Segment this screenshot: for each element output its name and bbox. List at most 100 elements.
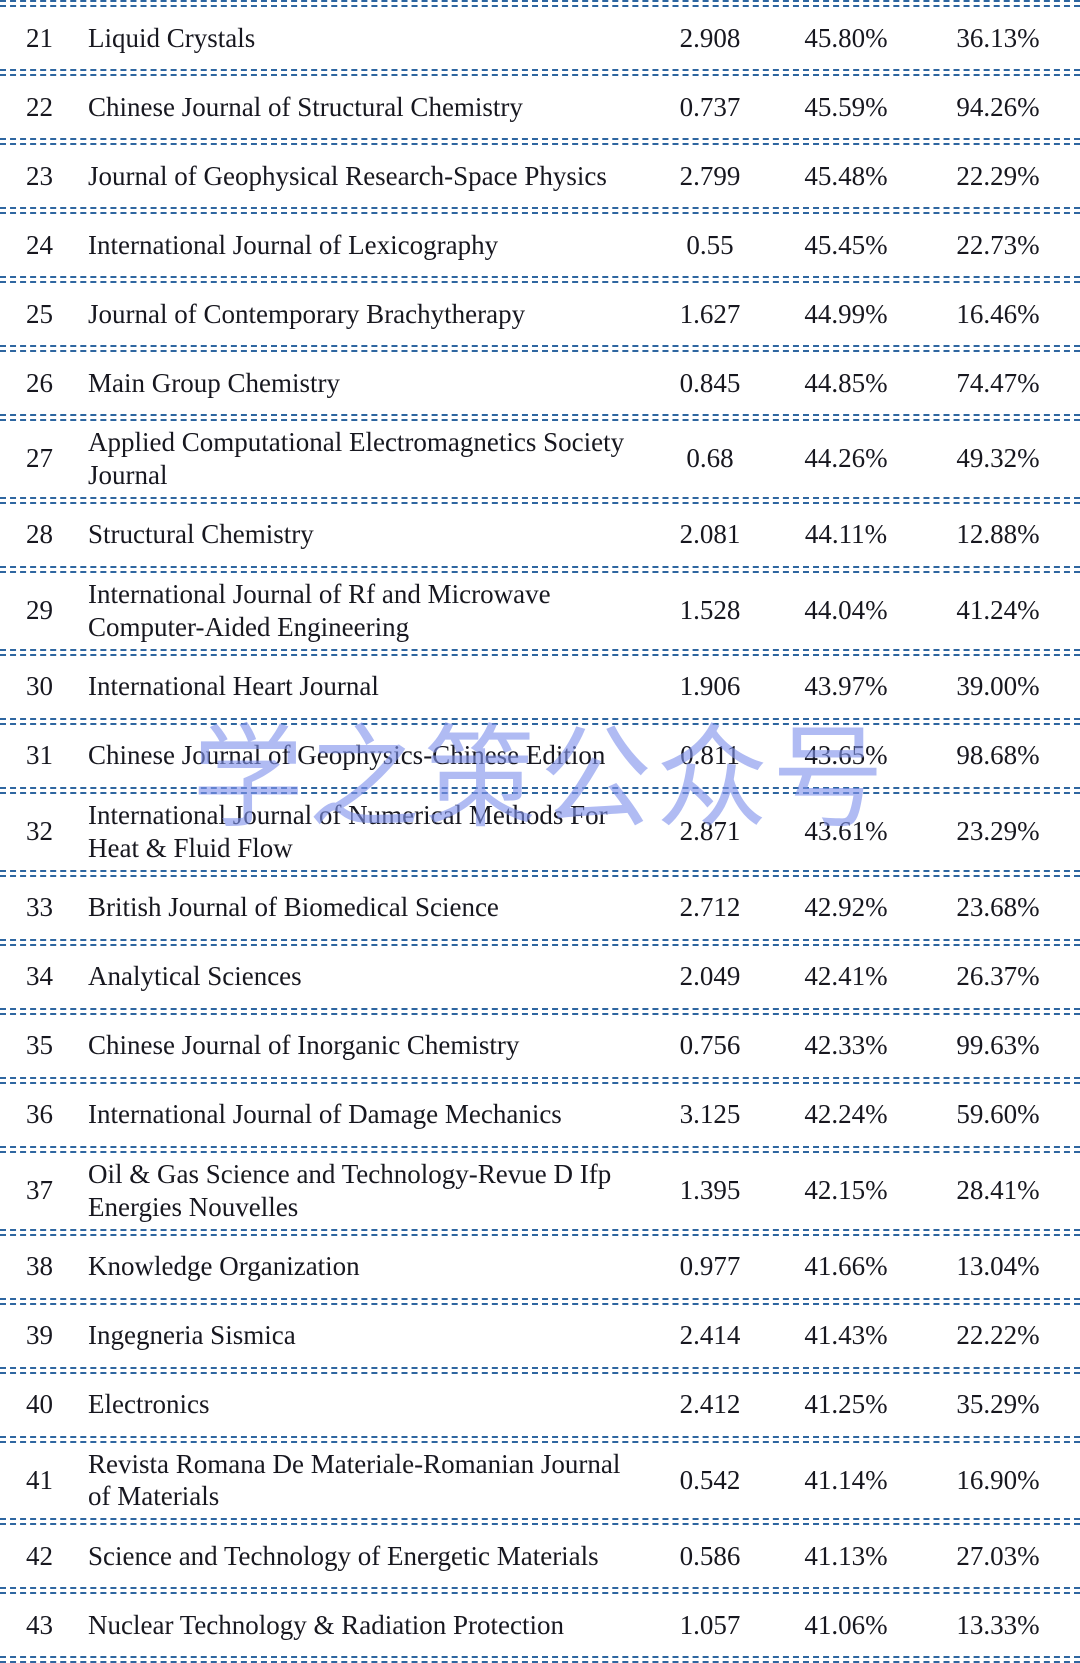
value-cell: 0.586: [679, 1540, 741, 1571]
percent2-cell: 99.63%: [956, 1030, 1040, 1061]
table-row: 41 Revista Romana De Materiale-Romanian J…: [0, 1443, 1080, 1519]
rank-cell: 29: [26, 595, 53, 626]
table-row: 26 Main Group Chemistry 0.845 44.85% 74.47%: [0, 352, 1080, 414]
table-row: 21 Liquid Crystals 2.908 45.80% 36.13%: [0, 7, 1080, 69]
value-cell: 2.414: [679, 1320, 741, 1351]
percent1-cell: 45.48%: [804, 160, 888, 191]
journal-name-cell: Oil & Gas Science and Technology-Revue D…: [88, 1158, 612, 1222]
value-cell: 0.811: [680, 740, 740, 771]
percent1-cell: 44.04%: [804, 595, 888, 626]
percent1-cell: 42.41%: [804, 961, 888, 992]
table-row: 25 Journal of Contemporary Brachytherapy 1…: [0, 283, 1080, 345]
journal-name-cell: Chinese Journal of Geophysics-Chinese Ed…: [88, 740, 606, 771]
percent2-cell: 22.29%: [956, 160, 1040, 191]
journal-name-cell: International Journal of Damage Mechanic…: [88, 1099, 562, 1130]
row-divider: [0, 1587, 1080, 1595]
percent2-cell: 22.22%: [956, 1320, 1040, 1351]
percent2-cell: 36.13%: [956, 22, 1040, 53]
rank-cell: 43: [26, 1609, 53, 1640]
value-cell: 0.542: [679, 1464, 741, 1495]
percent2-cell: 49.32%: [956, 443, 1040, 474]
table-row: 31 Chinese Journal of Geophysics-Chinese …: [0, 725, 1080, 787]
percent1-cell: 41.13%: [804, 1540, 888, 1571]
rank-cell: 23: [26, 160, 53, 191]
percent2-cell: 13.04%: [956, 1251, 1040, 1282]
percent1-cell: 41.25%: [804, 1389, 888, 1420]
percent1-cell: 44.26%: [804, 443, 888, 474]
table-row: 42 Science and Technology of Energetic Ma…: [0, 1525, 1080, 1587]
percent2-cell: 35.29%: [956, 1389, 1040, 1420]
table-row: 43 Nuclear Technology & Radiation Protect…: [0, 1594, 1080, 1656]
percent2-cell: 13.33%: [956, 1609, 1040, 1640]
row-divider: [0, 1145, 1080, 1153]
row-divider: [0, 1007, 1080, 1015]
table-row: 22 Chinese Journal of Structural Chemistr…: [0, 76, 1080, 138]
row-divider: [0, 1656, 1080, 1663]
row-divider: [0, 1518, 1080, 1526]
percent2-cell: 12.88%: [956, 519, 1040, 550]
journal-name-cell: International Journal of Rf and Microwav…: [88, 578, 551, 642]
table-row: 32 International Journal of Numerical Met…: [0, 794, 1080, 870]
row-divider: [0, 565, 1080, 573]
row-divider: [0, 496, 1080, 504]
percent2-cell: 23.68%: [956, 892, 1040, 923]
percent2-cell: 16.46%: [956, 298, 1040, 329]
table-row: 39 Ingegneria Sismica 2.414 41.43% 22.22%: [0, 1305, 1080, 1367]
table-row: 37 Oil & Gas Science and Technology-Revue…: [0, 1153, 1080, 1229]
rank-cell: 24: [26, 229, 53, 260]
rank-cell: 38: [26, 1251, 53, 1282]
value-cell: 0.55: [686, 229, 734, 260]
percent1-cell: 41.66%: [804, 1251, 888, 1282]
rank-cell: 42: [26, 1540, 53, 1571]
table-row: 30 International Heart Journal 1.906 43.97%…: [0, 656, 1080, 718]
value-cell: 0.756: [679, 1030, 741, 1061]
percent1-cell: 42.92%: [804, 892, 888, 923]
value-cell: 3.125: [679, 1099, 741, 1130]
value-cell: 2.412: [679, 1389, 741, 1420]
journal-name-cell: International Journal of Lexicography: [88, 229, 499, 260]
percent1-cell: 41.06%: [804, 1609, 888, 1640]
journal-name-cell: British Journal of Biomedical Science: [88, 892, 499, 923]
row-divider: [0, 276, 1080, 283]
table-row: 38 Knowledge Organization 0.977 41.66% 13.04…: [0, 1236, 1080, 1298]
percent2-cell: 94.26%: [956, 91, 1040, 122]
value-cell: 2.871: [679, 816, 741, 847]
percent2-cell: 28.41%: [956, 1175, 1040, 1206]
rank-cell: 30: [26, 671, 53, 702]
rank-cell: 33: [26, 892, 53, 923]
rank-cell: 40: [26, 1389, 53, 1420]
row-divider: [0, 0, 1080, 7]
value-cell: 2.712: [679, 892, 741, 923]
percent2-cell: 39.00%: [956, 671, 1040, 702]
percent2-cell: 27.03%: [956, 1540, 1040, 1571]
rank-cell: 21: [26, 22, 53, 53]
table-row: 24 International Journal of Lexicography 0…: [0, 214, 1080, 276]
value-cell: 0.977: [679, 1251, 741, 1282]
table-row: 28 Structural Chemistry 2.081 44.11% 12.88%: [0, 504, 1080, 566]
percent2-cell: 41.24%: [956, 595, 1040, 626]
journal-name-cell: Main Group Chemistry: [88, 367, 340, 398]
value-cell: 1.395: [679, 1175, 741, 1206]
rank-cell: 37: [26, 1175, 53, 1206]
rank-cell: 22: [26, 91, 53, 122]
percent2-cell: 98.68%: [956, 740, 1040, 771]
journal-name-cell: Structural Chemistry: [88, 519, 314, 550]
journal-name-cell: Revista Romana De Materiale-Romanian Jou…: [88, 1448, 621, 1512]
rank-cell: 34: [26, 961, 53, 992]
percent1-cell: 42.24%: [804, 1099, 888, 1130]
value-cell: 1.627: [679, 298, 741, 329]
journal-name-cell: Journal of Contemporary Brachytherapy: [88, 298, 526, 329]
percent1-cell: 44.99%: [804, 298, 888, 329]
percent2-cell: 16.90%: [956, 1464, 1040, 1495]
table-row: 29 International Journal of Rf and Microw…: [0, 573, 1080, 649]
percent2-cell: 74.47%: [956, 367, 1040, 398]
table-row: 23 Journal of Geophysical Research-Space …: [0, 145, 1080, 207]
table-row: 36 International Journal of Damage Mechan…: [0, 1084, 1080, 1146]
row-divider: [0, 345, 1080, 352]
value-cell: 2.049: [679, 961, 741, 992]
row-divider: [0, 1228, 1080, 1236]
rank-cell: 31: [26, 740, 53, 771]
value-cell: 2.799: [679, 160, 741, 191]
rank-cell: 36: [26, 1099, 53, 1130]
value-cell: 1.057: [679, 1609, 741, 1640]
